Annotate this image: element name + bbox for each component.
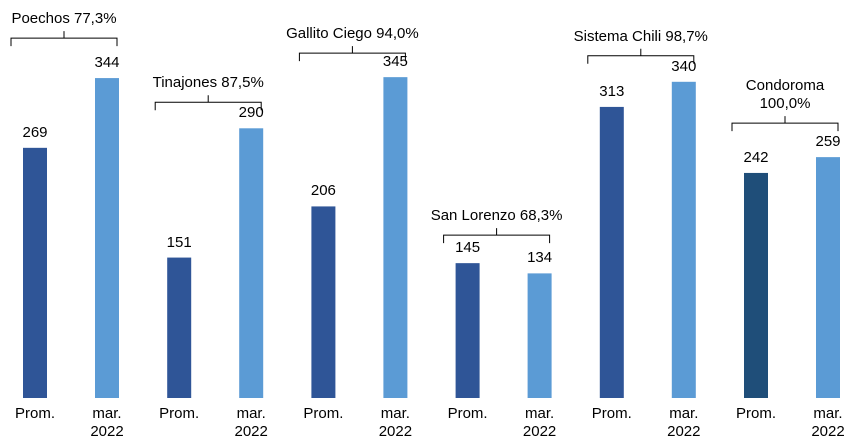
x-tick-label: mar. 2022 [667,405,701,440]
value-label: 259 [815,133,841,151]
x-tick-label: mar. 2022 [378,405,413,440]
x-tick-label: Prom. [14,405,55,422]
value-label: 290 [238,104,264,122]
bar [95,78,119,398]
value-label: 269 [22,123,48,141]
group-bracket [587,48,695,64]
value-label: 242 [743,148,769,166]
x-tick-label: Prom. [591,405,632,422]
bar [239,128,264,399]
bar [527,273,552,398]
group-bracket [154,95,262,111]
group-label: Sistema Chili 98,7% [573,27,708,45]
bar [744,172,768,398]
bar [167,257,192,398]
value-label: 345 [382,53,408,71]
bar [816,157,840,398]
x-tick-label: Prom. [303,405,344,422]
x-tick-label: mar. 2022 [811,405,845,440]
x-tick-label: Prom. [159,405,200,422]
bar [23,147,47,398]
value-label: 344 [94,54,120,72]
group-bracket [443,228,551,244]
bar [671,81,696,399]
x-tick-label: Prom. [447,405,488,422]
bar [311,206,336,398]
x-tick-label: mar. 2022 [90,405,124,440]
group-label: Poechos 77,3% [11,10,117,28]
group-label: San Lorenzo 68,3% [430,207,563,225]
value-label: 206 [310,182,336,200]
bar [455,263,480,398]
value-label: 313 [599,82,625,100]
group-bracket [298,46,406,62]
value-label: 151 [166,233,192,251]
x-tick-label: Prom. [735,405,776,422]
group-label: Tinajones 87,5% [152,74,264,92]
value-label: 134 [527,249,553,267]
group-bracket [731,116,839,132]
value-label: 145 [455,239,481,257]
value-label: 340 [671,57,697,75]
bar [599,106,624,398]
x-tick-label: mar. 2022 [234,405,268,440]
group-label: Gallito Ciego 94,0% [286,25,419,43]
bar [383,77,408,399]
group-bracket [10,31,118,47]
group-label: Condoroma 100,0% [745,77,825,113]
x-tick-label: mar. 2022 [522,405,557,440]
